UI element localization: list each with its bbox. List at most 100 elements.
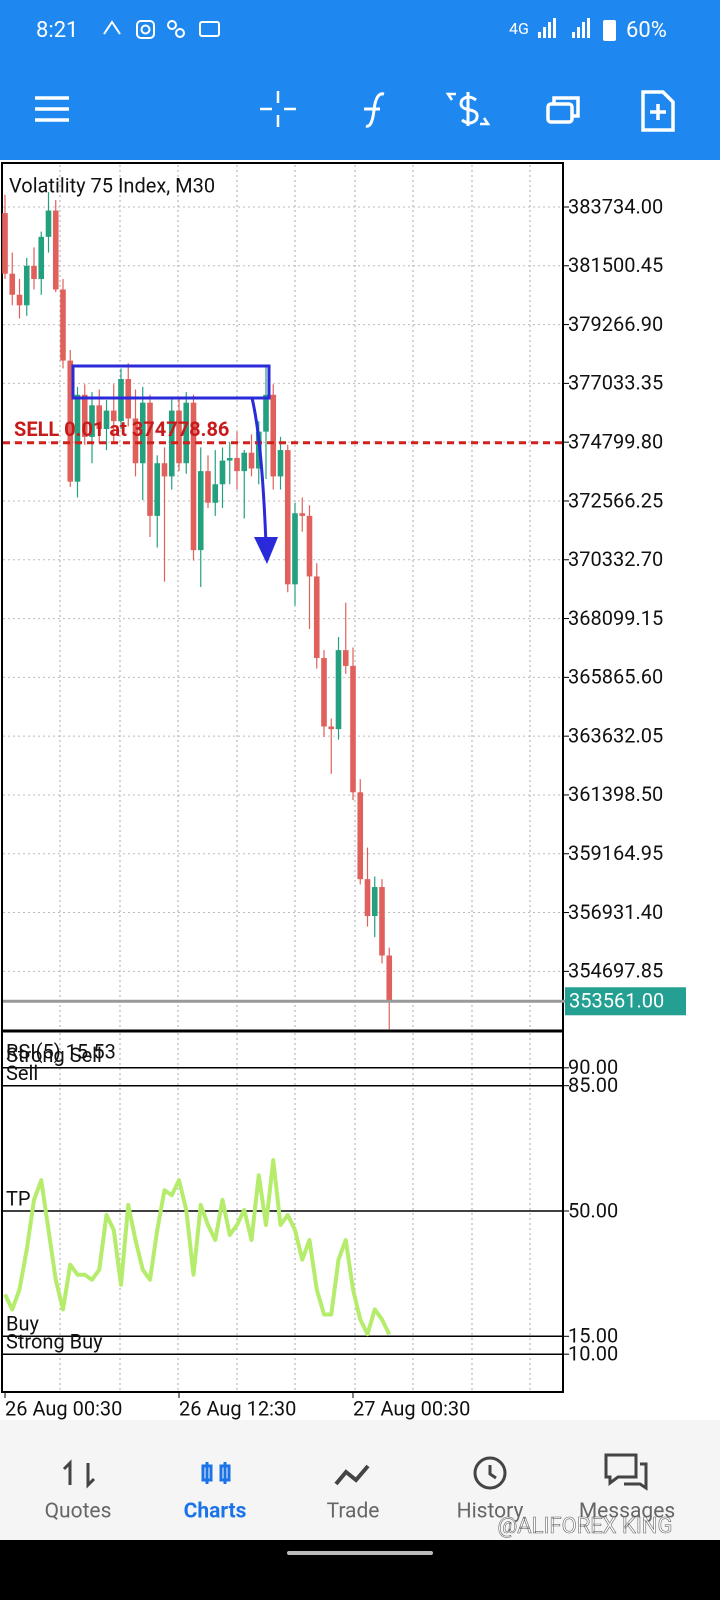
indicators-button[interactable]	[364, 92, 385, 128]
chart-title: Volatility 75 Index, M30	[9, 173, 215, 197]
candle-body	[139, 402, 146, 464]
candle-body	[241, 452, 248, 472]
candle-body	[45, 210, 52, 237]
candle-body	[277, 450, 284, 477]
new-order-button[interactable]	[641, 90, 675, 132]
candle-body	[60, 289, 66, 361]
crosshair-button[interactable]	[260, 91, 296, 127]
x-tick-label: 26 Aug 00:30	[5, 1396, 122, 1420]
candle-body	[205, 471, 211, 503]
rsi-title: RSI(5) 15.53	[6, 1039, 116, 1063]
y-tick-label: 374799.80	[568, 429, 663, 453]
y-tick-label: 15.00	[568, 1324, 618, 1348]
arrow-shaft	[250, 397, 268, 546]
status-network: 4G	[509, 19, 529, 38]
candle-body	[306, 515, 313, 577]
candle-body	[89, 405, 95, 437]
y-tick-label: 365865.60	[568, 665, 663, 689]
y-tick-label: 356931.40	[568, 900, 663, 924]
candle-body	[350, 665, 356, 793]
candle-body	[67, 360, 74, 482]
x-tick-label: 26 Aug 12:30	[179, 1396, 296, 1420]
signal-icons	[538, 18, 616, 41]
level-label: TP	[6, 1186, 31, 1210]
candle-body	[364, 879, 371, 917]
candle-body	[212, 484, 219, 503]
nav-tab[interactable]: Charts	[184, 1500, 247, 1524]
candle-body	[342, 650, 349, 666]
windows-button[interactable]	[546, 96, 580, 124]
candle-body	[16, 294, 23, 306]
candle-body	[118, 378, 124, 422]
nav-tab[interactable]: Messages	[579, 1500, 675, 1524]
level-label: Buy	[6, 1312, 39, 1336]
bottom-nav	[0, 1420, 720, 1540]
nav-tab[interactable]: Trade	[327, 1500, 380, 1524]
candle-body	[147, 402, 153, 516]
watermark: @ALIFOREX KING	[497, 1514, 672, 1539]
vertical-grid	[59, 165, 531, 1390]
y-tick-label: 50.00	[568, 1198, 618, 1222]
candle-body	[321, 658, 327, 727]
level-label: Sell	[6, 1061, 38, 1085]
home-handle[interactable]	[287, 1551, 433, 1555]
candle-body	[234, 457, 240, 472]
candle-body	[154, 463, 161, 516]
y-tick-label: 379266.90	[568, 312, 663, 336]
y-tick-label: 372566.25	[568, 488, 663, 512]
candle-body	[9, 273, 16, 295]
candle-body	[96, 405, 103, 430]
status-icons	[103, 20, 220, 39]
arrow-head	[254, 537, 278, 564]
level-label: Strong Sell	[6, 1043, 102, 1067]
order-label: SELL 0.01 at 374778.86	[14, 417, 229, 441]
y-tick-label: 90.00	[568, 1055, 618, 1079]
level-label: Strong Buy	[6, 1329, 103, 1353]
candle-body	[190, 402, 197, 551]
candle-body	[132, 418, 139, 464]
price-tag	[565, 987, 686, 1016]
nav-tab[interactable]: History	[457, 1500, 524, 1524]
price-tag-label: 353561.00	[569, 989, 664, 1013]
y-tick-label: 359164.95	[568, 841, 663, 865]
nav-tab[interactable]: Quotes	[45, 1500, 112, 1524]
y-tick-label: 370332.70	[568, 547, 663, 571]
y-tick-label: 354697.85	[568, 959, 663, 983]
candle-body	[2, 213, 8, 274]
system-bar	[0, 1540, 720, 1600]
y-tick-label: 381500.45	[568, 253, 663, 277]
x-tick-label: 27 Aug 00:30	[353, 1396, 470, 1420]
candle-body	[74, 394, 81, 482]
candle-body	[38, 236, 45, 279]
candle-body	[23, 265, 30, 306]
status-battery: 60%	[626, 18, 667, 43]
candle-body	[161, 463, 168, 477]
toolbar	[35, 90, 675, 132]
y-tick-label: 361398.50	[568, 782, 663, 806]
trade-button[interactable]	[445, 92, 491, 126]
candle-body	[313, 576, 320, 659]
candle-body	[110, 410, 117, 422]
candle-body	[357, 792, 364, 880]
candle-body	[31, 265, 37, 279]
candle-body	[379, 887, 385, 956]
zone-box	[71, 364, 271, 400]
y-tick-label: 85.00	[568, 1073, 618, 1097]
candle-body	[270, 394, 277, 477]
candle-body	[371, 887, 378, 917]
nav-labels: Quotes Charts Trade History Messages	[45, 1500, 676, 1524]
y-tick-label: 377033.35	[568, 371, 663, 395]
candle-body	[226, 457, 233, 461]
app-bar	[0, 0, 720, 160]
y-tick-label: 383734.00	[568, 194, 663, 218]
y-tick-label: 363632.05	[568, 723, 663, 747]
candle-body	[176, 410, 182, 464]
candle-body	[183, 402, 190, 464]
candle-body	[197, 471, 204, 551]
candle-body	[335, 650, 342, 730]
menu-button[interactable]	[35, 96, 69, 122]
rsi-line	[3, 1158, 392, 1337]
candle-body	[284, 450, 291, 585]
